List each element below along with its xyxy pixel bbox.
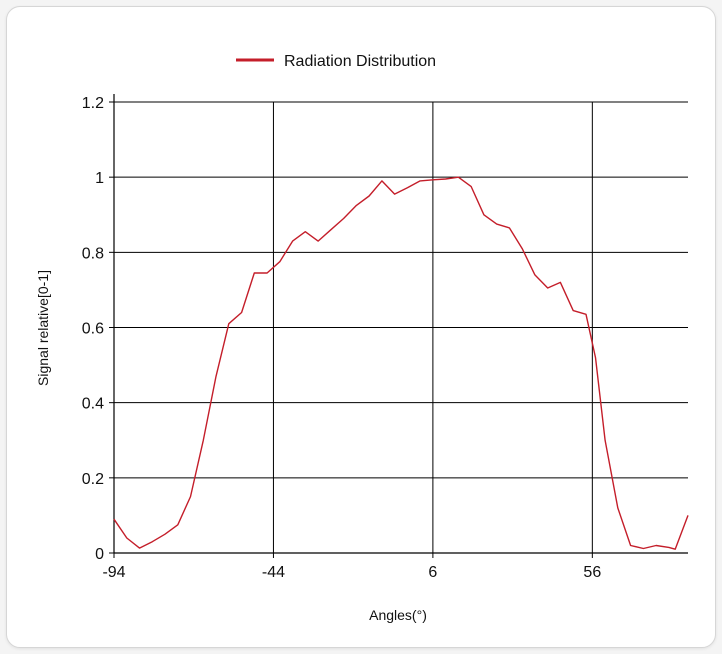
axes-layer [109, 94, 688, 558]
y-tick-label: 1.2 [82, 95, 104, 112]
y-tick-label: 0.8 [82, 245, 104, 262]
x-tick-label: -44 [262, 564, 285, 581]
x-tick-label: -94 [102, 564, 125, 581]
x-tick-label: 56 [583, 564, 601, 581]
y-tick-label: 0.6 [82, 321, 104, 338]
y-tick-label: 0.4 [82, 396, 104, 413]
y-tick-label: 1 [95, 170, 104, 187]
grid-layer [113, 101, 688, 554]
y-axis-title: Signal relative[0-1] [35, 270, 51, 386]
x-tick-label: 6 [428, 564, 437, 581]
series-layer [113, 176, 689, 550]
y-tick-label: 0 [95, 546, 104, 563]
series-line [113, 176, 689, 550]
legend-label: Radiation Distribution [284, 53, 436, 70]
x-axis-title: Angles(°) [369, 607, 427, 623]
y-tick-label: 0.2 [82, 471, 104, 488]
tick-labels: 0 0.2 0.4 0.6 0.8 1 1.2 -94 -44 6 56 [82, 95, 602, 581]
legend: Radiation Distribution [236, 53, 436, 70]
